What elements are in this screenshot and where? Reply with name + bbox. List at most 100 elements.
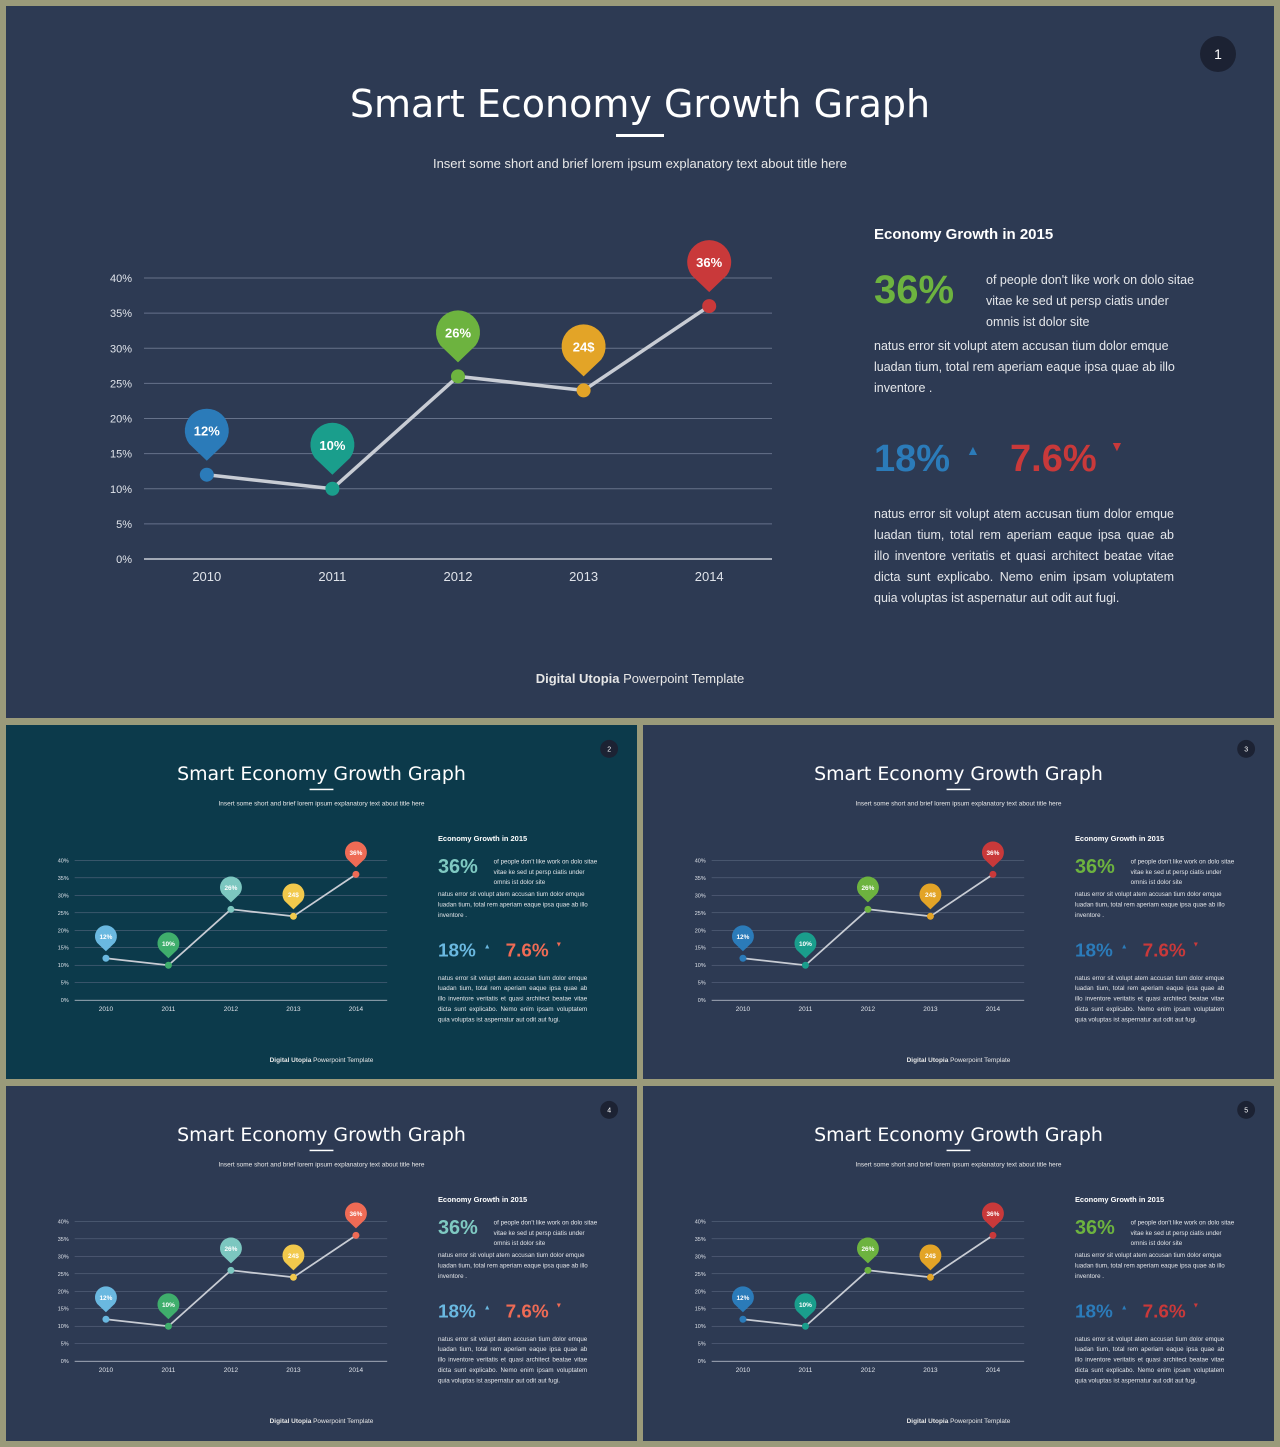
- data-point: [864, 1266, 872, 1274]
- x-tick-label: 2011: [318, 569, 346, 584]
- x-tick-label: 2012: [861, 1006, 876, 1013]
- growth-line-chart: 0% 5% 10% 15% 20% 25% 30% 35% 40% 2010 2011 2012 201…: [695, 1202, 1025, 1374]
- footer: Digital Utopia Powerpoint Template: [643, 1056, 1274, 1063]
- data-label: 24$: [925, 1253, 936, 1260]
- y-tick-label: 5%: [698, 1342, 706, 1348]
- y-tick-label: 35%: [695, 1237, 706, 1243]
- down-arrow-icon: ▼: [1192, 939, 1200, 948]
- map-pin-marker: [731, 1286, 754, 1313]
- data-point: [739, 1315, 747, 1323]
- footer-text: Powerpoint Template: [950, 1055, 1011, 1064]
- footer-text: Powerpoint Template: [313, 1055, 374, 1064]
- data-label: 10%: [319, 438, 345, 453]
- side-body-text: natus error sit volupt atem accusan tium…: [1074, 974, 1225, 1024]
- map-pin-marker: [981, 1202, 1004, 1229]
- x-tick-label: 2012: [224, 1006, 239, 1013]
- y-tick-label: 30%: [58, 893, 69, 899]
- y-tick-label: 35%: [110, 308, 132, 320]
- data-point: [989, 870, 997, 878]
- data-point: [102, 954, 110, 962]
- footer-brand: Digital Utopia: [269, 1055, 312, 1064]
- y-tick-label: 30%: [110, 343, 132, 355]
- side-body-text: natus error sit volupt atem accusan tium…: [1074, 1335, 1225, 1385]
- data-label: 12%: [736, 934, 749, 941]
- data-point: [227, 1266, 235, 1274]
- slide-title: Smart Economy Growth Graph: [814, 762, 1103, 785]
- x-tick-label: 2010: [99, 1006, 114, 1013]
- y-tick-label: 20%: [110, 414, 132, 426]
- stat-decrease-value: 7.6%: [505, 939, 549, 961]
- data-label: 10%: [162, 1302, 175, 1309]
- x-tick-label: 2010: [99, 1367, 114, 1374]
- y-tick-label: 40%: [58, 858, 69, 864]
- side-panel: Economy Growth in 2015 36% of people don…: [874, 226, 1204, 605]
- y-tick-label: 5%: [61, 981, 69, 987]
- stat-increase-value: 18%: [1074, 1300, 1113, 1322]
- slide[interactable]: 3 Smart Economy Growth Graph Insert some…: [643, 725, 1274, 1079]
- stat-decrease-value: 7.6%: [1142, 939, 1186, 961]
- stat-increase-value: 18%: [874, 438, 951, 480]
- side-heading: Economy Growth in 2015: [1074, 834, 1165, 843]
- x-tick-label: 2012: [444, 569, 473, 584]
- data-label: 36%: [986, 850, 999, 857]
- title-underline: [946, 788, 971, 791]
- y-tick-label: 0%: [698, 1359, 706, 1365]
- side-heading: Economy Growth in 2015: [437, 1195, 528, 1204]
- footer-brand: Digital Utopia: [906, 1416, 949, 1425]
- x-tick-label: 2012: [861, 1367, 876, 1374]
- data-point: [926, 1273, 934, 1281]
- data-point: [739, 954, 747, 962]
- data-point: [102, 1315, 110, 1323]
- data-label: 10%: [799, 941, 812, 948]
- y-tick-label: 30%: [58, 1254, 69, 1260]
- data-label: 12%: [736, 1295, 749, 1302]
- stat-increase-value: 18%: [437, 939, 476, 961]
- x-tick-label: 2010: [736, 1367, 751, 1374]
- data-label: 10%: [162, 941, 175, 948]
- x-tick-label: 2014: [349, 1006, 364, 1013]
- slide[interactable]: 1 Smart Economy Growth Graph Insert some…: [6, 6, 1274, 718]
- data-point: [864, 905, 872, 913]
- up-arrow-icon: ▲: [1120, 1302, 1128, 1311]
- data-point: [576, 383, 591, 398]
- data-label: 12%: [194, 424, 220, 439]
- slide[interactable]: 4 Smart Economy Growth Graph Insert some…: [6, 1086, 637, 1441]
- data-label: 12%: [99, 1295, 112, 1302]
- data-point: [801, 1322, 809, 1330]
- map-pin-marker: [94, 925, 117, 952]
- y-tick-label: 20%: [695, 1289, 706, 1295]
- down-arrow-icon: ▼: [555, 939, 563, 948]
- slide[interactable]: 2 Smart Economy Growth Graph Insert some…: [6, 725, 637, 1079]
- up-arrow-icon: ▲: [483, 941, 491, 950]
- map-pin-marker: [856, 1237, 879, 1264]
- title-underline: [946, 1149, 971, 1152]
- up-arrow-icon: ▲: [966, 442, 980, 458]
- down-arrow-icon: ▼: [1110, 438, 1124, 454]
- x-tick-label: 2013: [286, 1006, 301, 1013]
- data-label: 26%: [861, 885, 874, 892]
- y-tick-label: 25%: [695, 1272, 706, 1278]
- data-label: 24$: [288, 892, 299, 899]
- x-tick-label: 2012: [224, 1367, 239, 1374]
- growth-line-chart: 0% 5% 10% 15% 20% 25% 30% 35% 40% 2010 2011 2012 201…: [58, 841, 388, 1013]
- data-label: 26%: [445, 325, 471, 340]
- data-label: 36%: [349, 1211, 362, 1218]
- x-tick-label: 2014: [349, 1367, 364, 1374]
- footer-brand: Digital Utopia: [535, 671, 620, 686]
- data-label: 12%: [99, 934, 112, 941]
- y-tick-label: 0%: [61, 1359, 69, 1365]
- map-pin-marker: [344, 1202, 367, 1229]
- side-heading: Economy Growth in 2015: [437, 834, 528, 843]
- slide[interactable]: 5 Smart Economy Growth Graph Insert some…: [643, 1086, 1274, 1441]
- slide-number: 3: [1237, 739, 1256, 758]
- data-point: [926, 912, 934, 920]
- y-tick-label: 15%: [58, 1307, 69, 1313]
- big-percentage-description: of people don't like work on dolo sitae …: [1130, 1218, 1235, 1247]
- y-tick-label: 15%: [110, 449, 132, 461]
- side-body-text: natus error sit volupt atem accusan tium…: [437, 1335, 588, 1385]
- map-pin-marker: [282, 883, 305, 910]
- footer: Digital Utopia Powerpoint Template: [6, 1417, 637, 1424]
- stat-decrease-value: 7.6%: [1010, 438, 1097, 480]
- stat-decrease-value: 7.6%: [505, 1300, 549, 1322]
- slide-title: Smart Economy Growth Graph: [814, 1123, 1103, 1146]
